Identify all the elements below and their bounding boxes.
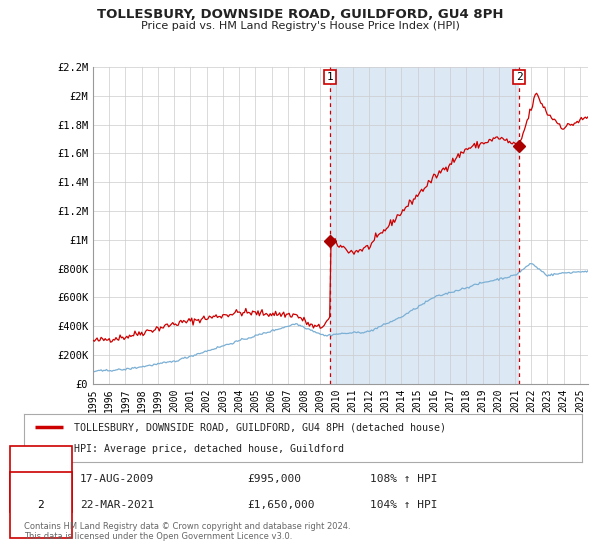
Text: Price paid vs. HM Land Registry's House Price Index (HPI): Price paid vs. HM Land Registry's House … — [140, 21, 460, 31]
Text: TOLLESBURY, DOWNSIDE ROAD, GUILDFORD, GU4 8PH: TOLLESBURY, DOWNSIDE ROAD, GUILDFORD, GU… — [97, 8, 503, 21]
Bar — [330, 67, 519, 384]
Text: 104% ↑ HPI: 104% ↑ HPI — [370, 500, 437, 510]
Text: 2: 2 — [515, 72, 523, 82]
Text: HPI: Average price, detached house, Guildford: HPI: Average price, detached house, Guil… — [74, 444, 344, 454]
Text: 22-MAR-2021: 22-MAR-2021 — [80, 500, 154, 510]
Text: 108% ↑ HPI: 108% ↑ HPI — [370, 474, 437, 484]
Text: TOLLESBURY, DOWNSIDE ROAD, GUILDFORD, GU4 8PH (detached house): TOLLESBURY, DOWNSIDE ROAD, GUILDFORD, GU… — [74, 422, 446, 432]
Text: 1: 1 — [37, 474, 44, 484]
Text: Contains HM Land Registry data © Crown copyright and database right 2024.
This d: Contains HM Land Registry data © Crown c… — [24, 522, 350, 542]
Text: 2: 2 — [37, 500, 44, 510]
Text: £995,000: £995,000 — [247, 474, 301, 484]
Text: £1,650,000: £1,650,000 — [247, 500, 315, 510]
Text: 17-AUG-2009: 17-AUG-2009 — [80, 474, 154, 484]
Text: 1: 1 — [326, 72, 334, 82]
